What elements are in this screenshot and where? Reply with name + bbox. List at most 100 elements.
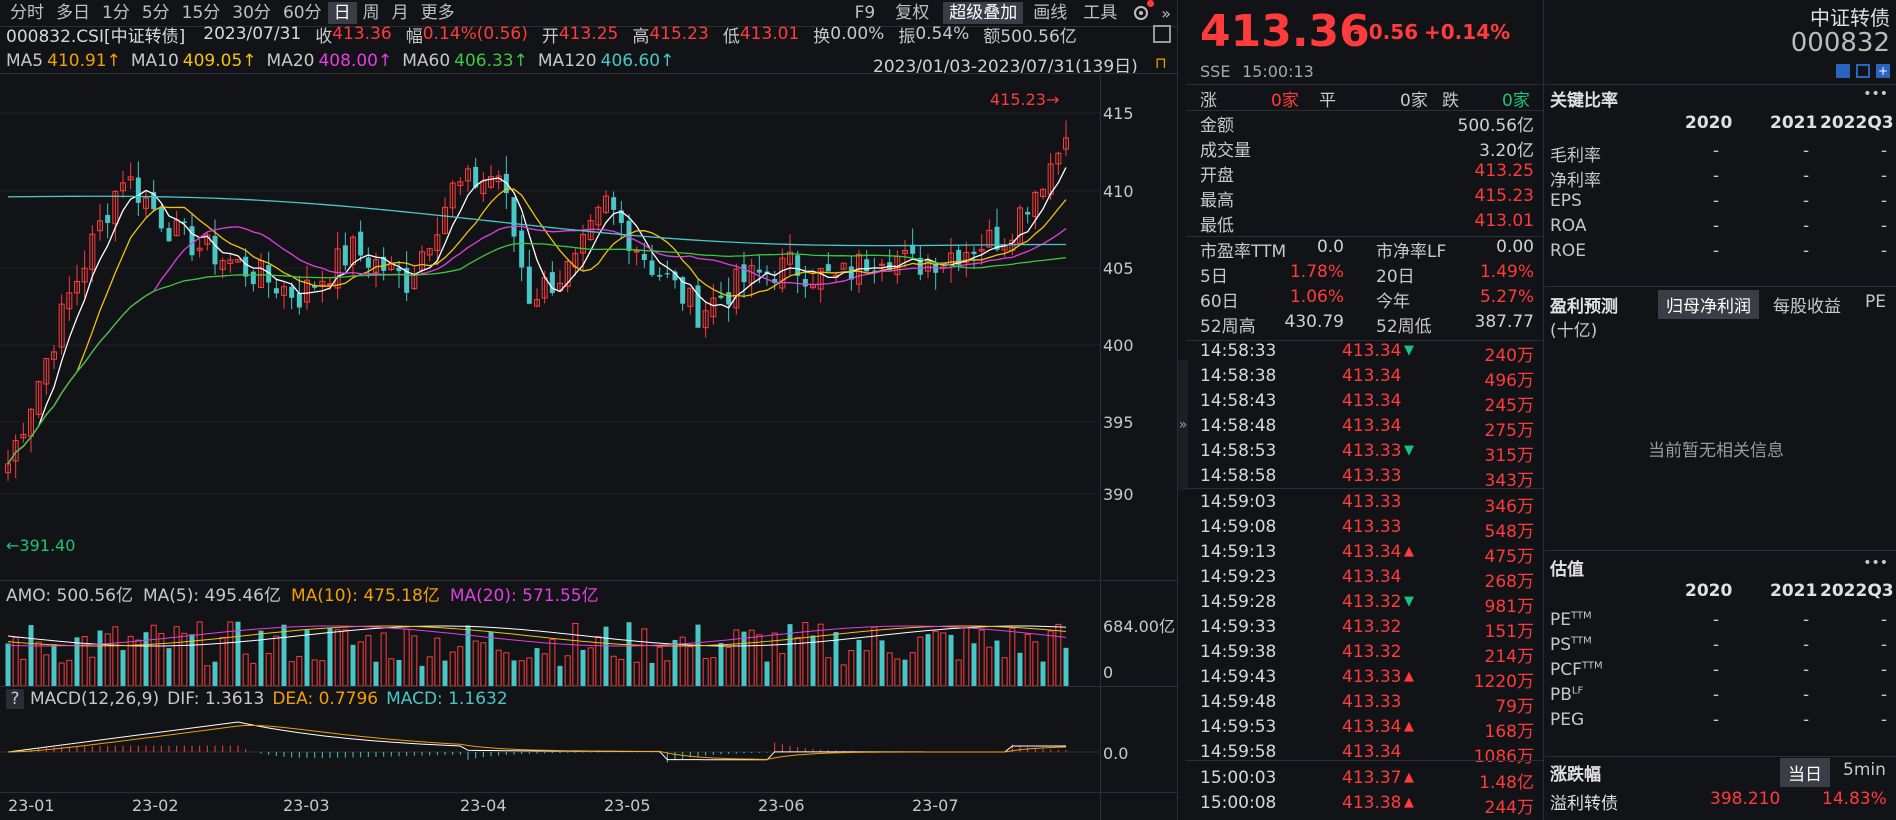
- tab-net-profit[interactable]: 归母净利润: [1658, 290, 1759, 319]
- month-label-6: 23-07: [912, 796, 959, 815]
- layout-icon[interactable]: [1153, 25, 1171, 43]
- ratios-value: -: [1803, 141, 1810, 161]
- draw-button[interactable]: 画线: [1033, 3, 1068, 23]
- ratios-label: 毛利率: [1550, 146, 1601, 166]
- valuation-value: -: [1881, 635, 1888, 655]
- stat-row: 成交量 3.20亿: [1200, 141, 1534, 161]
- tab-eps[interactable]: 每股收益: [1773, 297, 1841, 317]
- stat-row: 开盘 413.25: [1200, 161, 1534, 186]
- stat-row: 金额 500.56亿: [1200, 116, 1534, 136]
- period-tab-9[interactable]: 月: [391, 3, 409, 23]
- volume-axis-max: 684.00亿: [1103, 617, 1175, 636]
- date-label: 2023/07/31: [203, 24, 302, 44]
- valuation-value: -: [1713, 635, 1720, 655]
- price-tick-2: 405: [1103, 259, 1134, 278]
- date-range[interactable]: 2023/01/03-2023/07/31(139日): [873, 57, 1138, 77]
- tick-row: 14:58:43 413.34 245万: [1200, 391, 1534, 416]
- valuation-value: -: [1803, 710, 1810, 730]
- tick-row: 14:58:58 413.33 343万: [1200, 466, 1534, 491]
- ratios-title: 关键比率: [1550, 91, 1618, 111]
- security-number: 000832: [1790, 28, 1890, 58]
- stat-row: 最低 413.01: [1200, 211, 1534, 236]
- tools-button[interactable]: 工具: [1083, 3, 1118, 23]
- tick-row: 14:59:58 413.34 1086万: [1200, 742, 1534, 767]
- add-icon[interactable]: +: [1876, 64, 1890, 78]
- forecast-unit: (十亿): [1550, 321, 1598, 341]
- valuation-value: -: [1713, 685, 1720, 705]
- tick-row: 14:59:48 413.33 79万: [1200, 692, 1534, 717]
- arrow-down-icon: ▼: [1404, 443, 1414, 458]
- ratios-value: -: [1803, 241, 1810, 261]
- high-marker: 415.23→: [990, 90, 1060, 109]
- ratios-label: ROA: [1550, 216, 1587, 236]
- period-tab-6[interactable]: 60分: [282, 3, 322, 23]
- valuation-more-icon[interactable]: •••: [1863, 555, 1888, 571]
- valuation-title: 估值: [1550, 560, 1584, 580]
- ratios-value: -: [1713, 166, 1720, 186]
- ratios-value: -: [1713, 216, 1720, 236]
- valuation-value: -: [1713, 610, 1720, 630]
- tab-pe[interactable]: PE: [1865, 292, 1886, 312]
- chart-toolbar: F9 复权 超级叠加 画线 工具 »: [849, 0, 1171, 26]
- expand-icon[interactable]: »: [1161, 3, 1171, 23]
- ratios-more-icon[interactable]: •••: [1863, 86, 1888, 102]
- tick-row: 14:59:08 413.33 548万: [1200, 517, 1534, 542]
- arrow-down-icon: ▼: [1404, 343, 1414, 358]
- macd-chart[interactable]: [0, 712, 1100, 792]
- tick-row: 14:58:48 413.34 275万: [1200, 416, 1534, 441]
- period-tab-1[interactable]: 多日: [56, 3, 90, 23]
- ratios-value: -: [1713, 191, 1720, 211]
- valuation-value: -: [1881, 610, 1888, 630]
- fundamentals-panel: 中证转债 000832 + 关键比率 ••• 2020 2021 2022Q3 …: [1545, 0, 1896, 820]
- panel-collapse-handle[interactable]: »: [1178, 360, 1188, 490]
- ratios-value: -: [1713, 141, 1720, 161]
- overlay-button[interactable]: 超级叠加: [943, 2, 1024, 24]
- tab-5min[interactable]: 5min: [1843, 760, 1886, 780]
- ratios-value: -: [1881, 141, 1888, 161]
- period-tab-7[interactable]: 日: [327, 2, 357, 24]
- candlestick-chart[interactable]: [0, 74, 1100, 580]
- f9-button[interactable]: F9: [854, 3, 876, 23]
- mover-price: 398.210: [1710, 789, 1781, 809]
- forecast-empty: 当前暂无相关信息: [1648, 441, 1784, 461]
- month-label-2: 23-03: [283, 796, 330, 815]
- period-tab-0[interactable]: 分时: [10, 3, 44, 23]
- quote-panel: 413.36 +0.56 +0.14% SSE 15:00:13 涨 0家 平 …: [1186, 0, 1544, 820]
- ma20-line: [7, 225, 1067, 465]
- month-label-0: 23-01: [8, 796, 55, 815]
- ratios-value: -: [1803, 191, 1810, 211]
- security-code: 000832.CSI[中证转债]: [6, 26, 186, 47]
- lock-icon[interactable]: ⊓: [1155, 54, 1167, 72]
- tick-row: 14:58:53 413.33 ▼ 315万: [1200, 441, 1534, 466]
- price-tick-5: 390: [1103, 485, 1134, 504]
- valuation-label: PCFTTM: [1550, 660, 1603, 680]
- stat-grid-row: 60日 1.06% 今年 5.27%: [1200, 287, 1534, 312]
- quote-info-line: 000832.CSI[中证转债] 2023/07/31 收 413.36 幅 0…: [6, 21, 1077, 47]
- period-tab-4[interactable]: 15分: [181, 3, 221, 23]
- valuation-value: -: [1803, 685, 1810, 705]
- ratios-label: 净利率: [1550, 171, 1601, 191]
- price-tick-1: 410: [1103, 182, 1134, 201]
- period-tab-10[interactable]: 更多: [420, 3, 455, 23]
- window-icon[interactable]: [1856, 64, 1870, 78]
- macd-legend: ? MACD(12,26,9) DIF: 1.3613 DEA: 0.7796 …: [6, 686, 508, 712]
- tick-row: 14:59:23 413.34 268万: [1200, 567, 1534, 592]
- mover-name[interactable]: 溢利转债: [1550, 794, 1618, 814]
- tick-row: 14:59:03 413.33 346万: [1200, 492, 1534, 517]
- valuation-value: -: [1713, 660, 1720, 680]
- adjust-button[interactable]: 复权: [895, 3, 930, 23]
- gear-icon[interactable]: [1131, 0, 1155, 23]
- period-tab-5[interactable]: 30分: [232, 3, 271, 23]
- price-change: +0.56: [1352, 20, 1419, 44]
- tab-today[interactable]: 当日: [1780, 758, 1830, 787]
- tick-row: 14:59:13 413.34 ▲ 475万: [1200, 542, 1534, 567]
- period-tab-3[interactable]: 5分: [141, 3, 170, 23]
- tick-row: 14:58:38 413.34 496万: [1200, 366, 1534, 391]
- period-tab-2[interactable]: 1分: [102, 3, 130, 23]
- edit-icon[interactable]: [1836, 64, 1850, 78]
- quote-time: 15:00:13: [1242, 62, 1314, 81]
- volume-chart[interactable]: [0, 606, 1100, 686]
- movers-title: 涨跌幅: [1550, 765, 1601, 785]
- help-icon[interactable]: ?: [6, 689, 24, 709]
- period-tab-8[interactable]: 周: [362, 3, 380, 23]
